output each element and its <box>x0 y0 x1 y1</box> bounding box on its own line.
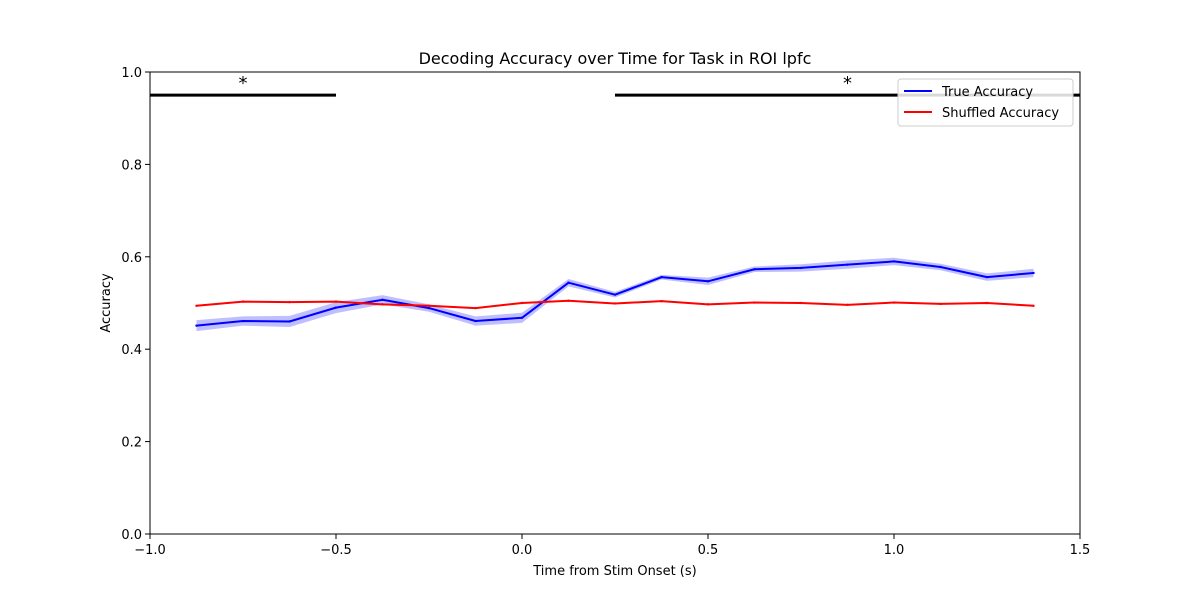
x-tick-label: 1.0 <box>884 543 905 558</box>
shuffled-accuracy-point <box>799 301 803 305</box>
shuffled-accuracy-point <box>334 300 338 303</box>
y-tick-label: 0.2 <box>121 436 142 451</box>
y-tick-label: 0.8 <box>121 158 142 173</box>
true-accuracy-point <box>613 293 617 296</box>
true-accuracy-point <box>334 306 338 309</box>
shuffled-accuracy-point <box>985 301 989 305</box>
plot-frame <box>149 71 1081 535</box>
chart-title: Decoding Accuracy over Time for Task in … <box>419 49 812 68</box>
true-accuracy-point <box>520 316 524 319</box>
true-accuracy-point <box>753 268 756 271</box>
axes: −1.0 −0.5 0.0 0.5 1.0 1.5 0.0 0.2 0.4 0.6 0.8 1.0 <box>121 66 1090 558</box>
legend: True Accuracy Shuffled Accuracy <box>897 78 1074 127</box>
shuffled-accuracy-point <box>195 304 198 307</box>
shuffled-accuracy-point <box>753 301 756 304</box>
true-accuracy-point <box>195 324 198 327</box>
true-accuracy-point <box>427 306 431 310</box>
true-accuracy-point <box>706 280 710 283</box>
y-axis-label: Accuracy <box>99 273 114 333</box>
x-axis-label: Time from Stim Onset (s) <box>532 564 696 579</box>
y-tick-label: 0.6 <box>121 251 142 266</box>
x-tick-label: 0.0 <box>512 543 533 558</box>
significance-star: * <box>843 73 852 94</box>
y-tick-label: 1.0 <box>121 66 142 81</box>
shuffled-accuracy-point <box>613 302 617 305</box>
shuffled-accuracy-point <box>427 304 431 307</box>
legend-label: Shuffled Accuracy <box>942 106 1059 121</box>
true-accuracy-point <box>474 319 477 323</box>
true-accuracy-point <box>567 281 570 284</box>
shuffled-accuracy-point <box>381 303 384 306</box>
x-tick-label: −0.5 <box>320 543 352 558</box>
significance-star: * <box>239 73 248 94</box>
shuffled-accuracy-point <box>1032 304 1035 307</box>
true-accuracy-point <box>939 265 942 269</box>
shuffled-accuracy-point <box>939 302 942 306</box>
shuffled-accuracy-point <box>706 303 710 306</box>
true-accuracy-point <box>288 320 291 323</box>
x-tick-label: 1.5 <box>1070 543 1091 558</box>
shuffled-accuracy-point <box>892 301 896 304</box>
shuffled-accuracy-point <box>288 300 291 304</box>
shuffled-accuracy-point <box>660 299 663 303</box>
legend-label: True Accuracy <box>941 85 1033 100</box>
true-accuracy-point <box>985 275 989 279</box>
shuffled-accuracy-point <box>474 306 477 310</box>
shuffled-accuracy-point <box>241 300 245 303</box>
y-tick-label: 0.4 <box>121 343 142 358</box>
plot-area <box>195 257 1035 332</box>
true-accuracy-point <box>1032 271 1035 275</box>
legend-box <box>897 78 1074 127</box>
shuffled-accuracy-point <box>520 301 524 305</box>
x-tick-label: −1.0 <box>134 543 166 558</box>
y-tick-label: 0.0 <box>121 528 142 543</box>
true-accuracy-point <box>381 298 384 301</box>
shuffled-accuracy-point <box>846 303 849 307</box>
true-accuracy-point <box>799 266 803 270</box>
true-accuracy-point <box>660 275 663 279</box>
true-accuracy-point <box>892 260 896 263</box>
shuffled-accuracy-point <box>567 299 570 302</box>
true-accuracy-point <box>846 263 849 266</box>
x-tick-label: 0.5 <box>698 543 719 558</box>
true-accuracy-point <box>241 319 245 323</box>
